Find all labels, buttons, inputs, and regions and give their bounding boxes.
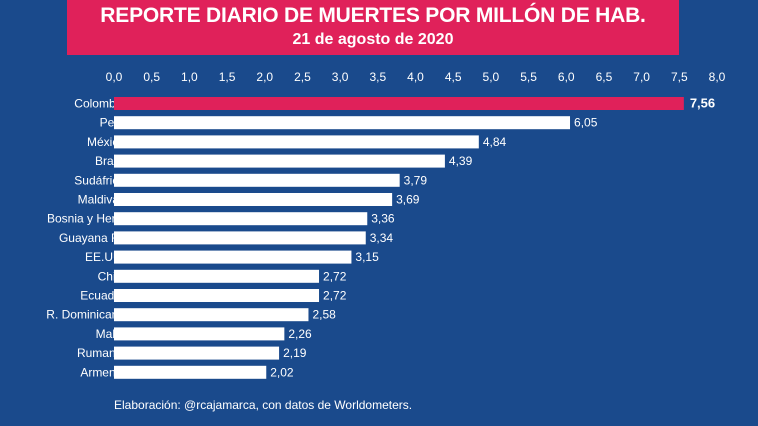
footer-credit: Elaboración: @rcajamarca, con datos de W…	[114, 398, 413, 412]
x-tick-label: 6,5	[596, 70, 613, 84]
value-label: 3,15	[355, 250, 379, 264]
bar	[114, 250, 352, 264]
value-label: 3,79	[404, 173, 428, 187]
category-label: Ecuador	[80, 289, 125, 303]
x-tick-label: 0,5	[143, 70, 160, 84]
chart-subtitle: 21 de agosto de 2020	[292, 31, 454, 48]
bar	[114, 231, 366, 245]
x-tick-label: 2,5	[294, 70, 311, 84]
category-label: Sudáfrica	[74, 173, 125, 187]
bar	[114, 289, 320, 302]
x-tick-label: 4,0	[407, 70, 424, 84]
bar	[114, 135, 479, 149]
bar	[114, 173, 400, 187]
category-label: Maldivas	[78, 193, 125, 207]
bar	[114, 269, 320, 283]
value-label: 6,05	[574, 116, 598, 130]
bar	[114, 346, 280, 360]
x-tick-label: 3,5	[369, 70, 386, 84]
value-label: 2,72	[323, 289, 347, 303]
category-label: R. Dominicana	[46, 308, 125, 322]
bar	[114, 154, 445, 168]
x-tick-label: 0,0	[106, 70, 123, 84]
title-banner: REPORTE DIARIO DE MUERTES POR MILLÓN DE …	[67, 0, 679, 55]
value-label: 7,56	[690, 96, 715, 111]
bar	[114, 212, 368, 226]
bar	[114, 193, 393, 206]
category-label: Colombia	[74, 97, 125, 111]
value-label: 3,69	[396, 193, 420, 207]
x-tick-label: 5,5	[520, 70, 537, 84]
x-tick-label: 8,0	[709, 70, 726, 84]
x-tick-label: 1,5	[219, 70, 236, 84]
x-tick-label: 2,0	[256, 70, 273, 84]
value-label: 4,84	[483, 135, 507, 149]
value-label: 2,02	[270, 365, 294, 379]
bar	[114, 116, 571, 130]
value-label: 2,19	[283, 346, 307, 360]
category-label: Bosnia y Herz.	[47, 212, 125, 226]
x-tick-label: 5,0	[483, 70, 500, 84]
value-label: 2,26	[288, 327, 312, 341]
category-label: Rumania	[77, 346, 125, 360]
bar	[114, 327, 285, 341]
value-label: 3,36	[371, 212, 395, 226]
value-label: 4,39	[449, 154, 473, 168]
category-label: Guayana Fr.	[59, 231, 125, 245]
x-tick-label: 4,5	[445, 70, 462, 84]
highlight-bar	[114, 97, 684, 110]
value-label: 2,72	[323, 269, 347, 283]
bar	[114, 308, 309, 322]
x-tick-label: 6,0	[558, 70, 575, 84]
x-tick-label: 7,0	[633, 70, 650, 84]
x-tick-label: 1,0	[181, 70, 198, 84]
chart-title: REPORTE DIARIO DE MUERTES POR MILLÓN DE …	[100, 4, 646, 27]
value-label: 3,34	[370, 231, 394, 245]
x-tick-label: 7,5	[671, 70, 688, 84]
value-label: 2,58	[312, 308, 336, 322]
x-tick-label: 3,0	[332, 70, 349, 84]
bar	[114, 365, 267, 379]
